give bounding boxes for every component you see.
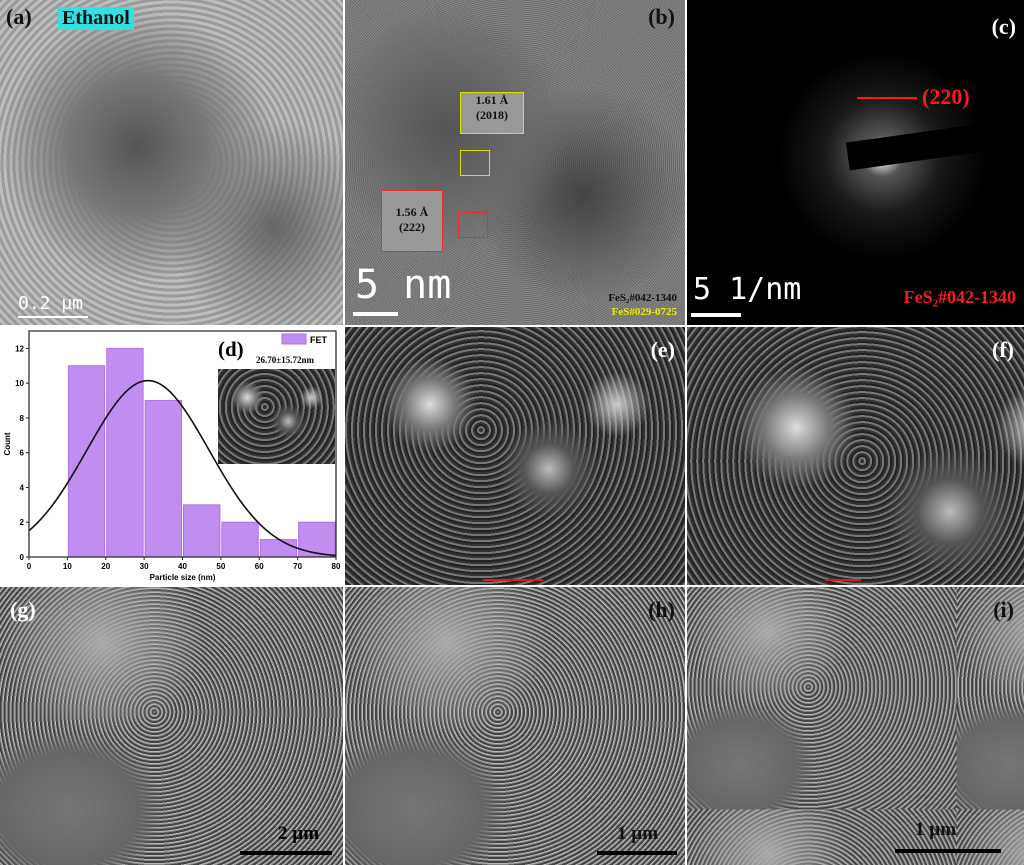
histogram-bar bbox=[259, 539, 298, 558]
plane: (2018) bbox=[476, 108, 508, 122]
gaussian-fit-curve bbox=[28, 379, 337, 557]
x-tick-label: 0 bbox=[27, 562, 32, 571]
histogram-bar bbox=[298, 521, 336, 558]
panel-g-sem-image: (g) 2 µm bbox=[0, 587, 343, 865]
panel-label: (c) bbox=[991, 14, 1016, 39]
scale-label: 5 nm bbox=[355, 262, 452, 308]
arrow bbox=[857, 97, 917, 99]
scale-bar bbox=[240, 851, 332, 855]
scale-bar bbox=[353, 312, 398, 316]
scale-label: 1 µm bbox=[915, 819, 957, 840]
y-tick-label: 8 bbox=[20, 414, 25, 423]
panel-label: (e) bbox=[650, 337, 675, 362]
panel-b-hrtem-image: (b) 1.61 Å (2018) 1.56 Å (222) 5 nm FeS₂#0… bbox=[345, 0, 685, 325]
scale-label: 5 1/nm bbox=[693, 272, 802, 307]
panel-h-sem-image: (h) 1 µm bbox=[345, 587, 685, 865]
panel-label: (a) bbox=[6, 4, 32, 29]
y-tick-label: 4 bbox=[20, 483, 25, 492]
reference-card-2: FeS#029-0725 bbox=[611, 306, 677, 318]
y-tick-label: 0 bbox=[20, 553, 25, 562]
legend-swatch bbox=[281, 333, 307, 345]
panel-label: (g) bbox=[10, 597, 36, 622]
scale-bar bbox=[18, 316, 88, 318]
y-tick-label: 6 bbox=[20, 449, 25, 458]
scale-bar bbox=[597, 851, 677, 855]
solvent-tag: Ethanol bbox=[58, 7, 134, 30]
scale-bar bbox=[895, 849, 1001, 853]
panel-e-stem-image: (e) bbox=[345, 327, 685, 585]
scale-bar bbox=[825, 579, 861, 581]
histogram-bar bbox=[183, 504, 221, 558]
beam-stopper bbox=[845, 117, 1024, 171]
scale-label: 1 µm bbox=[617, 823, 659, 844]
fringe-inset-yellow: 1.61 Å (2018) bbox=[460, 92, 524, 134]
histogram-bar bbox=[106, 347, 144, 558]
x-tick-label: 40 bbox=[178, 562, 187, 571]
histogram-bar bbox=[144, 400, 182, 558]
panel-label: (f) bbox=[992, 337, 1014, 362]
reference-card: FeS₂#042-1340 bbox=[903, 287, 1016, 307]
panel-label: (i) bbox=[993, 597, 1014, 622]
panel-label: (b) bbox=[648, 4, 675, 29]
panel-label: (d) bbox=[218, 337, 244, 361]
histogram-bar bbox=[221, 521, 259, 558]
roi-red bbox=[458, 212, 488, 238]
x-tick-label: 70 bbox=[293, 562, 302, 571]
histogram-bar bbox=[67, 365, 106, 558]
mean-size: 26.70±15.72nm bbox=[256, 355, 314, 365]
panel-label: (h) bbox=[648, 597, 675, 622]
roi-yellow bbox=[460, 150, 490, 176]
panel-a-tem-image: (a) Ethanol 0.2 µm bbox=[0, 0, 343, 325]
scale-bar bbox=[483, 579, 543, 581]
panel-d-histogram: 0 10 20 30 40 50 60 70 80 0 2 4 6 8 10 12 Particle size … bbox=[0, 327, 343, 585]
d-spacing: 1.61 Å bbox=[475, 93, 509, 107]
d-spacing: 1.56 Å bbox=[395, 205, 429, 219]
diffraction-plane: (220) bbox=[922, 84, 970, 109]
x-tick-label: 30 bbox=[140, 562, 149, 571]
plane: (222) bbox=[399, 220, 425, 234]
panel-c-saed-image: (c) (220) 5 1/nm FeS₂#042-1340 bbox=[687, 0, 1024, 325]
x-tick-label: 60 bbox=[255, 562, 264, 571]
x-axis-label: Particle size (nm) bbox=[150, 573, 216, 582]
fringe-inset-red: 1.56 Å (222) bbox=[381, 190, 443, 252]
histogram-chart: 0 10 20 30 40 50 60 70 80 0 2 4 6 8 10 12 Particle size … bbox=[3, 330, 341, 582]
panel-i-sem-image: (i) 1 µm bbox=[687, 587, 1024, 865]
y-tick-label: 12 bbox=[15, 344, 24, 353]
legend-label: FET bbox=[310, 335, 328, 345]
y-tick-label: 10 bbox=[15, 379, 24, 388]
y-axis-label: Count bbox=[3, 432, 12, 455]
x-tick-label: 80 bbox=[332, 562, 341, 571]
scale-label: 2 µm bbox=[278, 823, 320, 844]
reference-card-1: FeS₂#042-1340 bbox=[608, 292, 677, 304]
x-tick-label: 10 bbox=[63, 562, 72, 571]
panel-f-stem-image: (f) bbox=[687, 327, 1024, 585]
scale-label: 0.2 µm bbox=[18, 293, 84, 314]
scale-bar bbox=[691, 313, 741, 317]
inset-sem-image bbox=[218, 369, 335, 464]
x-tick-label: 20 bbox=[101, 562, 110, 571]
x-tick-label: 50 bbox=[216, 562, 225, 571]
y-tick-label: 2 bbox=[20, 518, 25, 527]
